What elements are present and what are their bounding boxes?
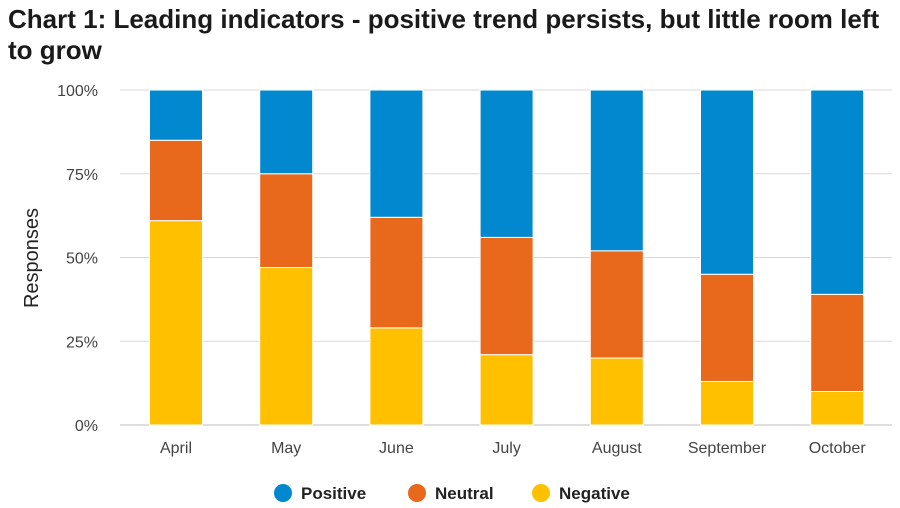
legend-marker-positive [274,484,292,502]
legend-label-negative: Negative [559,484,630,503]
legend: Positive Neutral Negative [274,484,630,503]
bar-neutral-august [589,250,644,359]
bar-positive-june [369,89,424,218]
bar-neutral-september [700,273,754,382]
legend-marker-negative [532,484,550,502]
bar-negative-september [700,380,754,426]
x-tick-label: September [688,440,767,457]
x-tick-label: July [492,440,520,457]
bar-neutral-june [369,216,424,329]
bar-positive-october [810,89,865,295]
legend-marker-neutral [408,484,426,502]
bar-positive-may [259,89,314,175]
y-tick-label: 50% [66,251,98,268]
bar-neutral-july [479,236,534,356]
bar-positive-september [700,89,754,275]
bar-negative-may [259,267,314,426]
bar-neutral-april [149,139,203,222]
y-tick-label: 25% [66,334,98,351]
bar-negative-october [810,391,865,426]
y-axis-label: Responses [21,208,43,308]
legend-label-positive: Positive [301,484,366,503]
bar-neutral-october [810,293,865,393]
y-tick-label: 0% [75,418,98,435]
y-tick-label: 75% [66,167,98,184]
bar-negative-june [369,327,424,426]
legend-label-neutral: Neutral [435,484,494,503]
bar-negative-july [479,354,534,426]
bar-neutral-may [259,173,314,269]
x-tick-label: June [379,440,414,457]
bar-positive-july [479,89,534,238]
bar-negative-april [149,220,203,426]
chart-title: Chart 1: Leading indicators - positive t… [8,4,880,65]
x-tick-label: April [160,440,192,457]
bar-negative-august [589,357,644,426]
y-tick-label: 100% [57,83,98,100]
x-tick-label: October [809,440,867,457]
x-tick-label: August [592,440,642,457]
x-tick-label: May [271,440,301,457]
y-axis-tick-labels: 0% 25% 50% 75% 100% [57,83,98,435]
bar-positive-april [149,89,203,141]
bar-stacks [149,89,865,426]
bar-positive-august [589,89,644,252]
x-axis-tick-labels: April May June July August September October [160,440,866,457]
